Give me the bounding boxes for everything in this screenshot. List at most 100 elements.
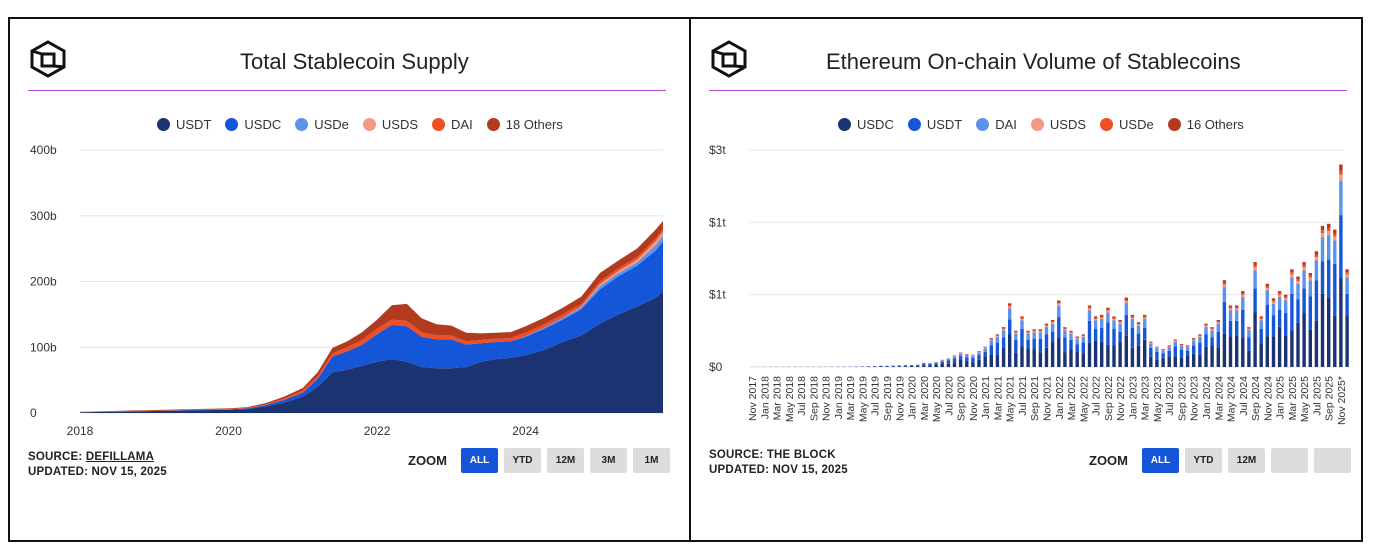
zoom-all-button[interactable]: ALL [1142,448,1179,473]
bar-segment [1008,305,1012,307]
bar-segment [928,363,932,364]
source-link[interactable]: DEFILLAMA [85,451,155,463]
zoom-controls: ZOOM ALL YTD 12M 3M 1M [408,448,670,473]
legend-swatch [907,117,921,131]
bar-segment [1032,330,1036,332]
bar-segment [1167,346,1171,348]
bar-segment [1161,357,1165,367]
zoom-blank-button[interactable] [1314,448,1351,473]
legend-item[interactable]: DAI [432,117,473,132]
y-tick-label: $0 [709,360,723,374]
bar-segment [1235,307,1239,309]
bar-segment [891,366,895,368]
bar-segment [1277,293,1282,295]
legend-swatch [1030,117,1044,131]
bar-segment [1339,278,1343,368]
bar-segment [1063,352,1067,367]
y-tick-label: $3t [709,143,726,157]
bar-segment [1327,223,1331,229]
bar-segment [1130,327,1135,348]
bar-segment [1277,291,1282,294]
chart-legend: USDC USDT DAI USDS USDe 16 Others [838,115,1244,133]
legend-item[interactable]: USDT [157,117,211,132]
source-note: SOURCE: THE BLOCK UPDATED: NOV 15, 2025 [709,448,848,478]
legend-swatch [486,117,500,131]
zoom-all-button[interactable]: ALL [461,448,498,473]
bar-segment [1210,328,1214,330]
bar-segment [1149,356,1153,368]
bar-segment [1026,339,1030,349]
bar-segment [1339,215,1343,279]
bar-segment [995,334,1000,336]
bar-segment [903,366,908,367]
zoom-12m-button[interactable]: 12M [547,448,584,473]
legend-item[interactable]: USDe [1100,117,1154,132]
bar-segment [1063,327,1067,329]
y-tick-label: $1t [709,288,726,302]
x-tick-label: Nov 2018 [821,376,833,421]
legend-swatch [1167,117,1181,131]
bar-segment [934,363,938,365]
bar-segment [1192,340,1196,346]
bar-segment [1100,327,1104,342]
x-tick-label: Mar 2020 [919,376,931,421]
bar-segment [1112,320,1116,330]
x-tick-label: Nov 2021 [1042,376,1054,421]
bar-segment [940,363,944,368]
x-tick-label: Jul 2018 [796,376,808,416]
bar-segment [1143,317,1147,320]
legend-swatch [362,117,376,131]
bar-segment [1143,339,1147,368]
bar-segment [1259,318,1263,321]
zoom-1m-button[interactable]: 1M [633,448,670,473]
bar-segment [1185,350,1190,356]
x-tick-label: Nov 2020 [968,376,980,421]
updated-date: UPDATED: NOV 15, 2025 [709,464,848,476]
bar-segment [1210,337,1214,347]
zoom-blank-button[interactable] [1271,448,1308,473]
x-tick-label: Mar 2018 [772,376,784,421]
legend-item[interactable]: USDC [225,117,281,132]
bar-segment [1241,294,1245,298]
bar-segment [1339,180,1343,216]
zoom-12m-button[interactable]: 12M [1228,448,1265,473]
legend-item[interactable]: USDS [362,117,418,132]
bar-segment [940,361,944,364]
zoom-ytd-button[interactable]: YTD [1185,448,1222,473]
bar-segment [1130,317,1135,320]
bar-segment [965,360,969,367]
bar-segment [1320,293,1325,367]
bar-segment [1192,353,1196,367]
bar-segment [1050,342,1055,368]
zoom-ytd-button[interactable]: YTD [504,448,541,473]
ethereum-volume-panel: Ethereum On-chain Volume of Stablecoins … [689,17,1363,542]
bar-segment [958,356,963,360]
bar-segment [1314,251,1319,255]
bar-segment [1161,348,1165,350]
bar-segment [1026,332,1030,334]
legend-swatch [432,117,446,131]
legend-label: USDC [857,116,894,132]
bar-segment [1185,347,1190,351]
legend-item[interactable]: USDS [1030,117,1086,132]
legend-item[interactable]: 18 Others [486,117,563,132]
bar-segment [971,355,975,358]
bar-segment [1327,230,1331,236]
bar-segment [1143,316,1147,318]
bar-segment [1241,297,1245,311]
bar-segment [909,365,914,367]
x-tick-label: Sep 2025 [1324,376,1336,421]
y-tick-label: 100b [30,340,57,354]
legend-item[interactable]: DAI [976,117,1017,132]
zoom-3m-button[interactable]: 3M [590,448,627,473]
legend-item[interactable]: USDT [907,117,962,132]
legend-item[interactable]: USDC [838,117,894,132]
bar-segment [1333,240,1337,264]
bar-segment [1124,301,1128,304]
legend-label: DAI [451,116,473,132]
bar-segment [1216,331,1220,348]
bar-segment [1228,308,1233,311]
legend-item[interactable]: USDe [295,117,349,132]
bar-segment [1057,302,1061,304]
legend-item[interactable]: 16 Others [1167,117,1244,132]
